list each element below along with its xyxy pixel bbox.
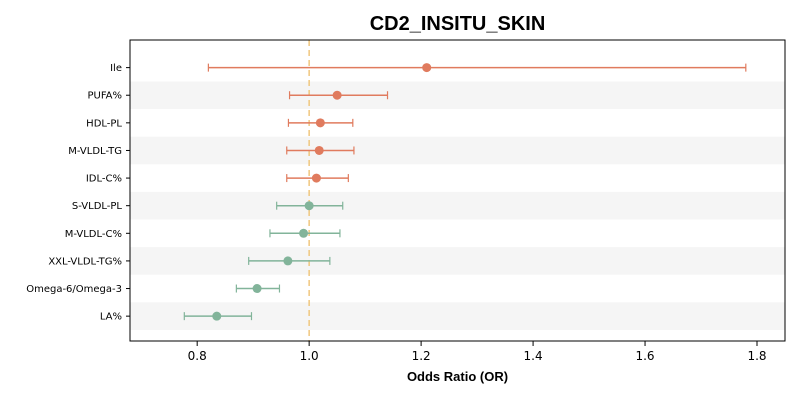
y-tick-label: S-VLDL-PL [72,201,123,212]
estimate-point [311,173,321,183]
estimate-point [299,228,309,238]
y-axis: Ile PUFA% HDL-PL M-VLDL-TG IDL-C% S-VLDL-PL M-… [26,63,130,323]
y-tick-label: M-VLDL-C% [65,229,122,240]
estimate-point [304,201,314,211]
estimate-point [283,256,293,266]
x-tick-label: 1.8 [747,349,766,363]
row-band [130,81,785,110]
plot-frame [129,39,786,342]
y-tick-label: XXL-VLDL-TG% [48,256,122,267]
y-tick-label: LA% [100,312,122,323]
row-band [130,191,785,220]
x-axis: 0.8 1.0 1.2 1.4 1.6 1.8 [188,341,767,363]
data-marks [183,63,747,321]
row-band [130,247,785,275]
estimate-point [332,90,342,100]
estimate-point [314,145,324,155]
estimate-point [422,63,432,73]
chart-title: CD2_INSITU_SKIN [370,13,546,35]
row-bands [130,81,785,330]
y-tick-label: HDL-PL [86,118,122,129]
y-tick-label: PUFA% [87,91,122,102]
estimate-point [315,118,325,128]
x-tick-label: 1.6 [635,349,654,363]
estimate-point [252,284,262,294]
y-tick-label: IDL-C% [86,174,122,185]
estimate-point [212,311,222,321]
x-axis-label: Odds Ratio (OR) [407,369,508,384]
y-tick-label: Ile [110,63,122,74]
y-tick-label: Omega-6/Omega-3 [26,284,122,295]
row-band [130,136,785,165]
x-tick-label: 0.8 [188,349,207,363]
x-tick-label: 1.2 [412,349,431,363]
x-tick-label: 1.0 [300,349,319,363]
y-tick-label: M-VLDL-TG [68,146,122,157]
x-tick-label: 1.4 [524,349,543,363]
